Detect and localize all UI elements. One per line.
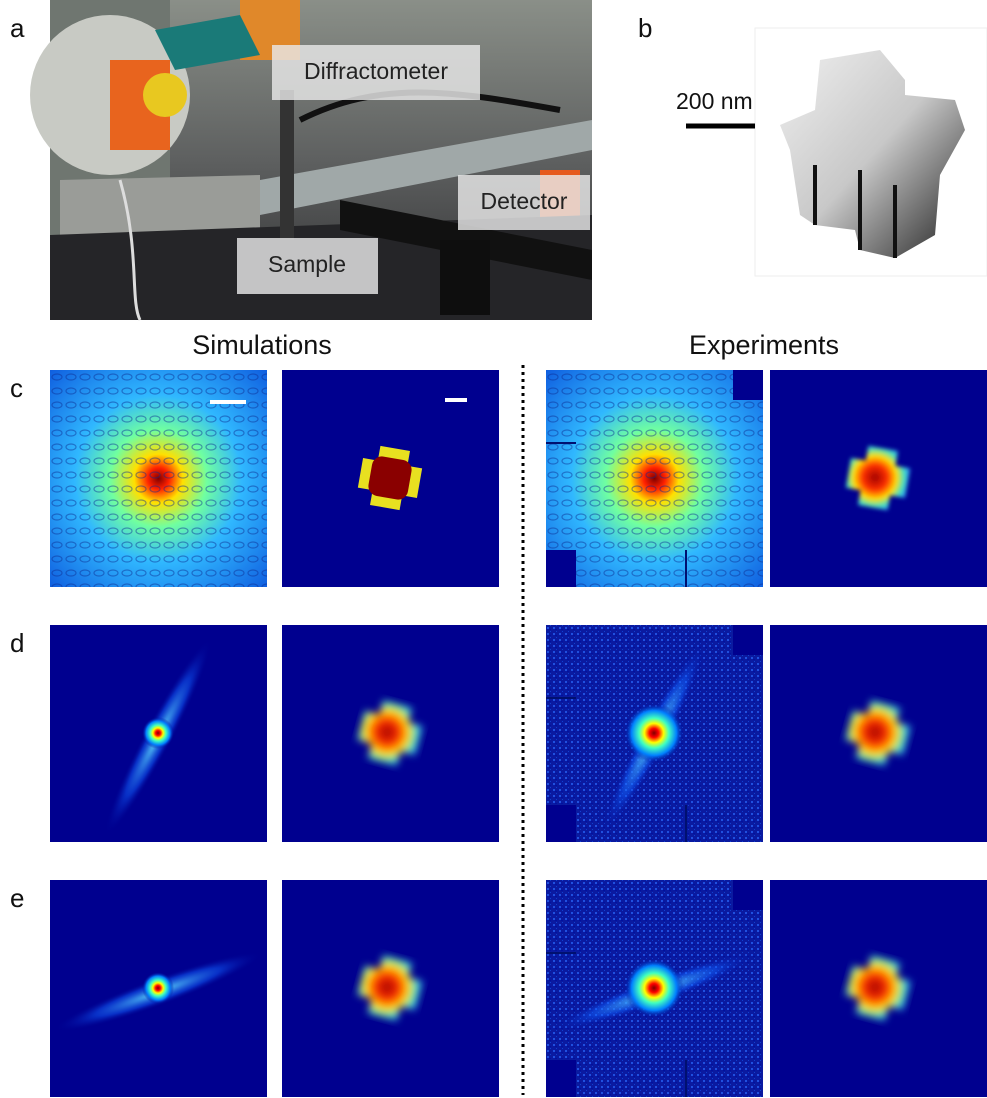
shape [357,700,423,766]
reconstruction [770,880,987,1097]
micrograph [780,50,965,258]
reconstruction [770,370,987,587]
shape [845,700,911,766]
speckle [50,370,267,587]
central-spot [142,717,174,749]
panel-label: a [10,13,25,43]
object [357,955,423,1021]
row-label: c [10,373,23,403]
annotation-box [272,45,480,100]
annotation-box [458,175,590,230]
annotation: Detector [481,188,568,214]
column-header: Experiments [689,330,839,360]
mask [733,370,763,400]
shape [845,445,911,511]
shape-core [368,456,412,500]
annotation: Diffractometer [304,58,448,84]
annotation-box [237,238,378,294]
object [357,700,423,766]
object [845,955,911,1021]
central-spot [624,958,684,1018]
shape [845,955,911,1021]
diffraction-pattern [50,370,267,587]
reconstruction [282,625,499,842]
scale-bar-label: 200 nm [676,88,753,114]
diffraction-pattern [546,625,763,842]
reconstruction [770,625,987,842]
mask [546,805,576,842]
diffraction-pattern [50,880,267,1097]
image-grid [50,370,987,1097]
central-spot [624,703,684,763]
speckle [546,370,763,587]
diffraction-pattern [546,880,763,1097]
annotation: Sample [268,251,346,277]
column-header: Simulations [192,330,332,360]
row-label: d [10,628,24,658]
central-spot [142,972,174,1004]
mask [733,880,763,910]
mask [733,625,763,655]
panel-label: b [638,13,652,43]
reconstruction [282,370,499,587]
object [845,700,911,766]
reconstruction [282,880,499,1097]
row-label: e [10,883,24,913]
object [845,445,911,511]
diffraction-pattern [546,370,763,587]
mask [546,550,576,587]
object [357,445,423,511]
diffraction-pattern [50,625,267,842]
mask [546,1060,576,1097]
shape [357,955,423,1021]
